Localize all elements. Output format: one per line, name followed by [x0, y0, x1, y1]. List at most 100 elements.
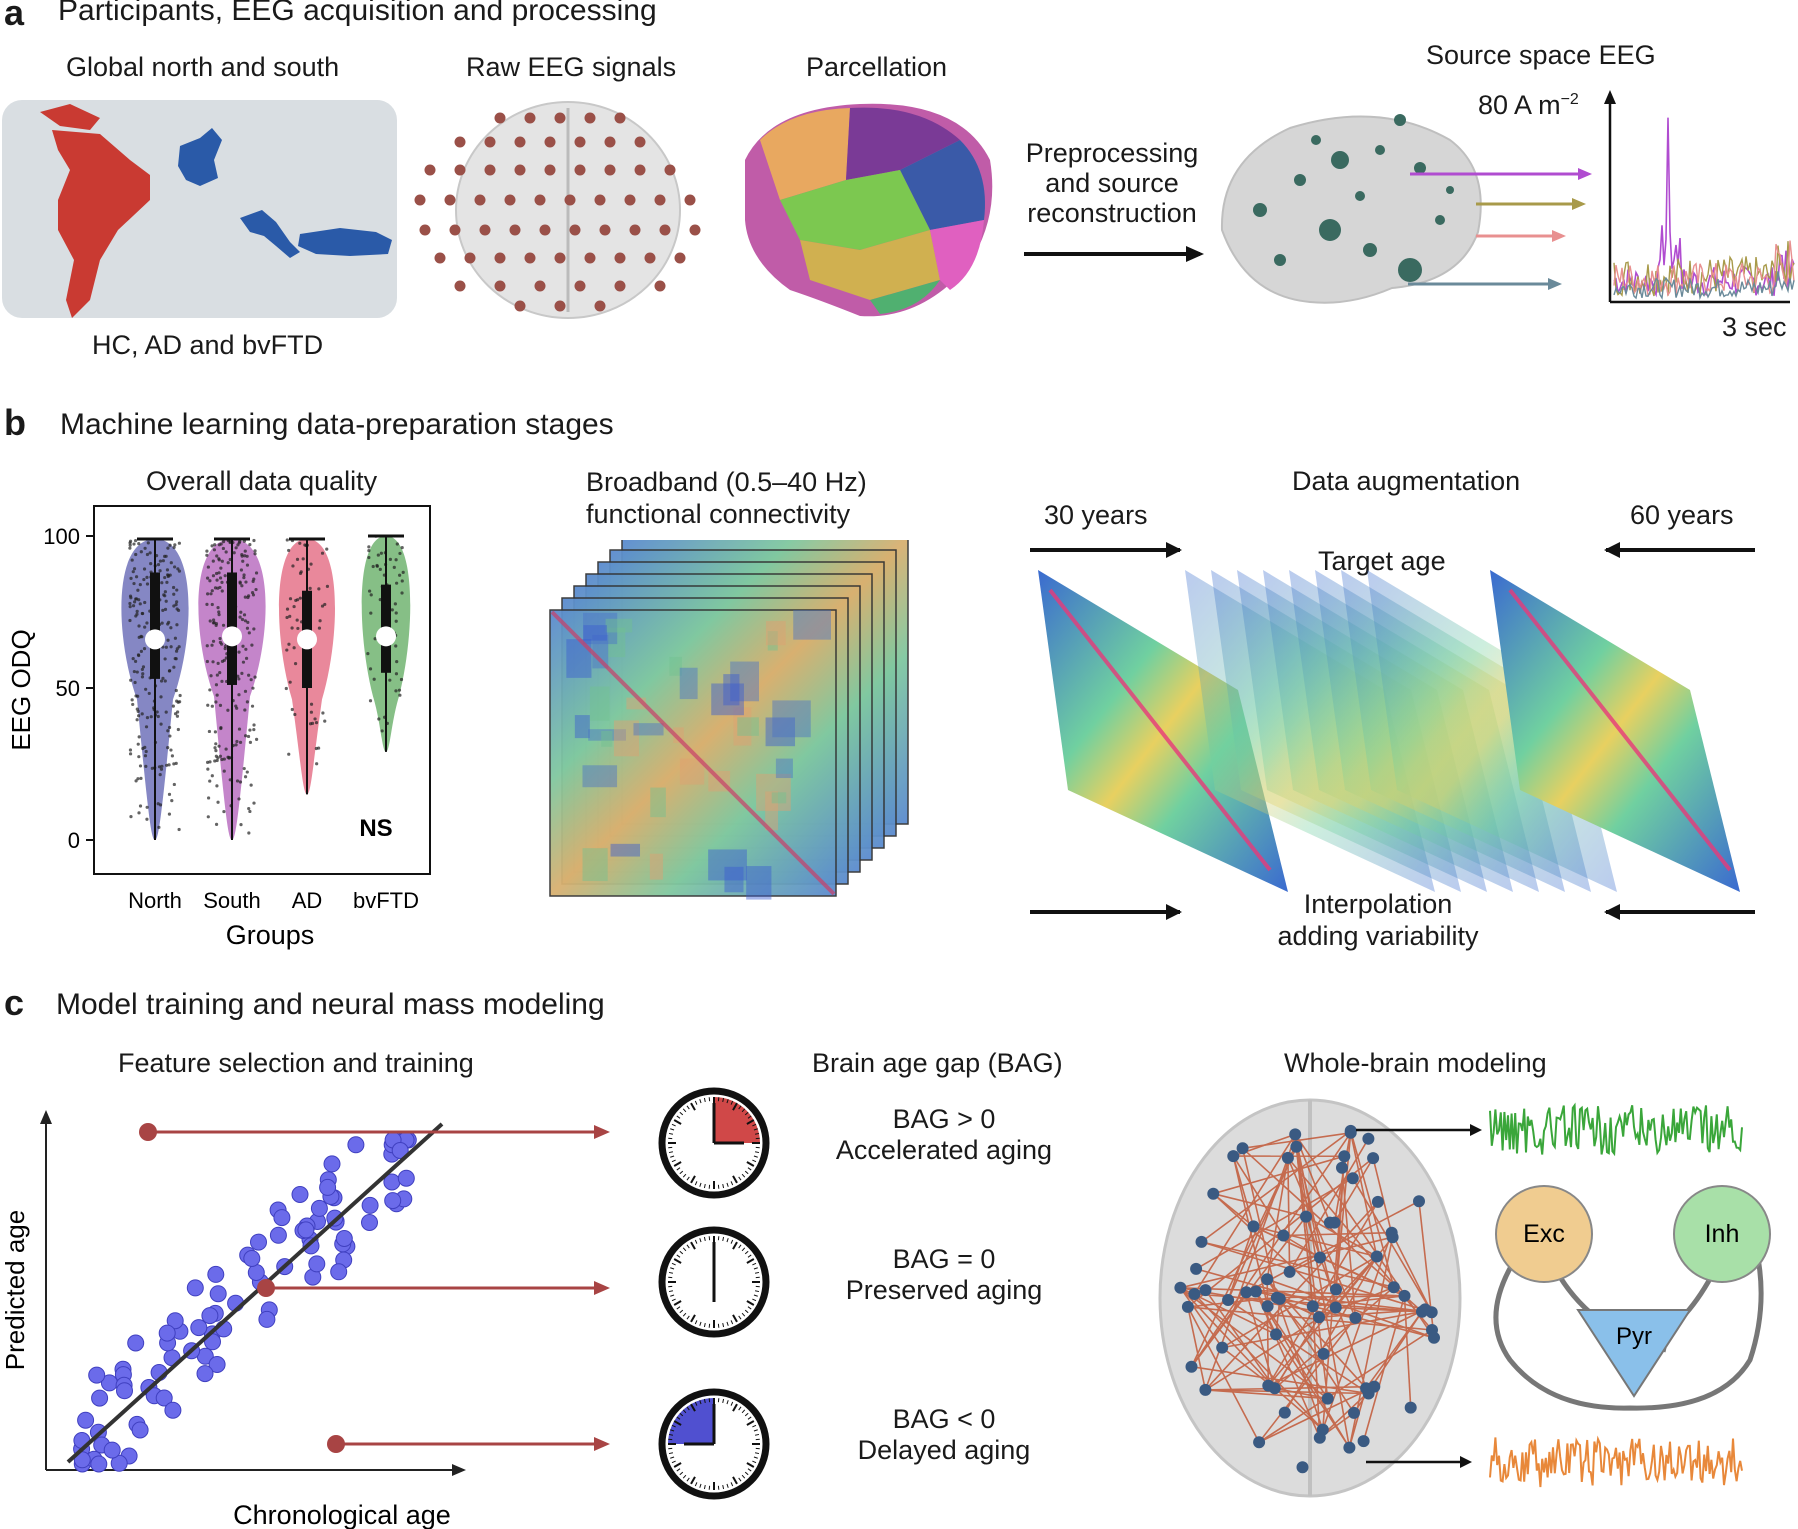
source-node — [1311, 135, 1321, 145]
scatter-point — [88, 1366, 106, 1384]
pyr-node — [1576, 1309, 1692, 1398]
aug-sheet — [1490, 570, 1740, 892]
source-node — [1319, 219, 1341, 241]
whole-brain-model: Exc Inh Pyr — [1158, 1098, 1771, 1498]
scatter-point — [302, 1237, 320, 1255]
scatter-point — [166, 1312, 184, 1330]
scale-y-label: 80 A m−2 — [1478, 90, 1579, 120]
electrode — [534, 194, 546, 206]
network-node — [1195, 1235, 1208, 1248]
electrode — [624, 194, 636, 206]
fc-matrix-stack — [549, 540, 909, 900]
electrode — [419, 224, 431, 236]
electrode — [454, 280, 466, 292]
network-node — [1387, 1281, 1400, 1294]
scatter-point — [127, 1334, 145, 1352]
exc-label: Exc — [1523, 1220, 1565, 1248]
electrode — [494, 252, 506, 264]
electrode — [454, 136, 466, 148]
electrode — [524, 112, 536, 124]
scatter-ylabel: Predicted age — [0, 1210, 30, 1370]
scatter-point — [208, 1356, 226, 1373]
network-node — [1261, 1300, 1274, 1313]
electrode — [554, 112, 566, 124]
network-node — [1277, 1229, 1290, 1242]
network-node — [1278, 1406, 1291, 1419]
scatter-point — [361, 1196, 379, 1214]
panel-c-title: Model training and neural mass modeling — [56, 988, 605, 1021]
map-caption: HC, AD and bvFTD — [92, 330, 324, 360]
electrode — [504, 194, 516, 206]
electrode — [574, 164, 586, 176]
network-node — [1261, 1273, 1274, 1286]
source-node — [1331, 151, 1349, 169]
violin-chart: 0 50 100 North South AD bvFTD NS EEG ODQ Grou… — [6, 505, 431, 950]
electrode — [674, 252, 686, 264]
electrode — [584, 112, 596, 124]
panel-b-title: Machine learning data-preparation stages — [60, 408, 614, 441]
network-node — [1174, 1281, 1187, 1294]
network-node — [1306, 1300, 1319, 1313]
electrode — [584, 252, 596, 264]
electrode — [514, 300, 526, 312]
ns-annotation: NS — [359, 815, 392, 842]
network-node — [1283, 1265, 1296, 1278]
network-node — [1222, 1294, 1235, 1306]
network-node — [1236, 1142, 1249, 1155]
network-node — [1249, 1285, 1262, 1298]
scatter-point — [347, 1136, 365, 1154]
source-node — [1363, 243, 1377, 257]
violin-ytick: 0 — [68, 828, 80, 853]
electrode — [494, 112, 506, 124]
panel-a-graphics — [2, 90, 1795, 319]
scatter-point — [250, 1233, 267, 1251]
source-node — [1446, 186, 1454, 194]
electrode — [514, 164, 526, 176]
bag-delayed: BAG < 0 Delayed aging — [857, 1404, 1031, 1465]
source-node — [1274, 254, 1286, 266]
network-node — [1199, 1284, 1212, 1297]
network-node — [1357, 1435, 1370, 1448]
electrode — [599, 224, 611, 236]
scatter-point — [186, 1279, 204, 1297]
network-node — [1207, 1187, 1220, 1200]
network-node — [1338, 1150, 1351, 1163]
electrode — [654, 194, 666, 206]
scatter-point — [190, 1319, 208, 1337]
preprocessing-text: Preprocessing and source reconstruction — [1025, 138, 1199, 228]
electrode — [684, 194, 696, 206]
scatter-point — [90, 1455, 108, 1473]
network-node — [1300, 1210, 1312, 1223]
electrode — [574, 280, 586, 292]
inh-label: Inh — [1705, 1220, 1740, 1248]
panel-b-letter: b — [4, 402, 26, 443]
network-node — [1313, 1311, 1325, 1324]
violin-xtick: South — [203, 888, 261, 913]
bag-title: Brain age gap (BAG) — [812, 1048, 1063, 1078]
scatter-point — [73, 1451, 91, 1469]
network-node — [1330, 1283, 1342, 1296]
network-node — [1348, 1406, 1360, 1419]
scatter-point — [384, 1192, 402, 1210]
electrode — [449, 224, 461, 236]
electrode — [514, 136, 526, 148]
scatter-point — [77, 1411, 95, 1429]
scatter-point — [330, 1263, 348, 1281]
scatter-point — [319, 1178, 337, 1196]
electrode — [444, 194, 456, 206]
network-node — [1296, 1461, 1309, 1474]
network-node — [1317, 1347, 1330, 1360]
network-node — [1413, 1195, 1425, 1208]
scatter-title: Feature selection and training — [118, 1048, 474, 1078]
panel-a-letter: a — [4, 0, 25, 33]
electrode — [594, 300, 606, 312]
source-node — [1375, 145, 1385, 155]
electrode — [424, 164, 436, 176]
map-title: Global north and south — [66, 52, 340, 82]
scatter-point — [243, 1250, 261, 1267]
electrode — [654, 280, 666, 292]
electrode — [544, 136, 556, 148]
scatter-point — [269, 1226, 287, 1244]
augmentation-graphic — [1030, 542, 1755, 920]
network-node — [1362, 1132, 1375, 1145]
